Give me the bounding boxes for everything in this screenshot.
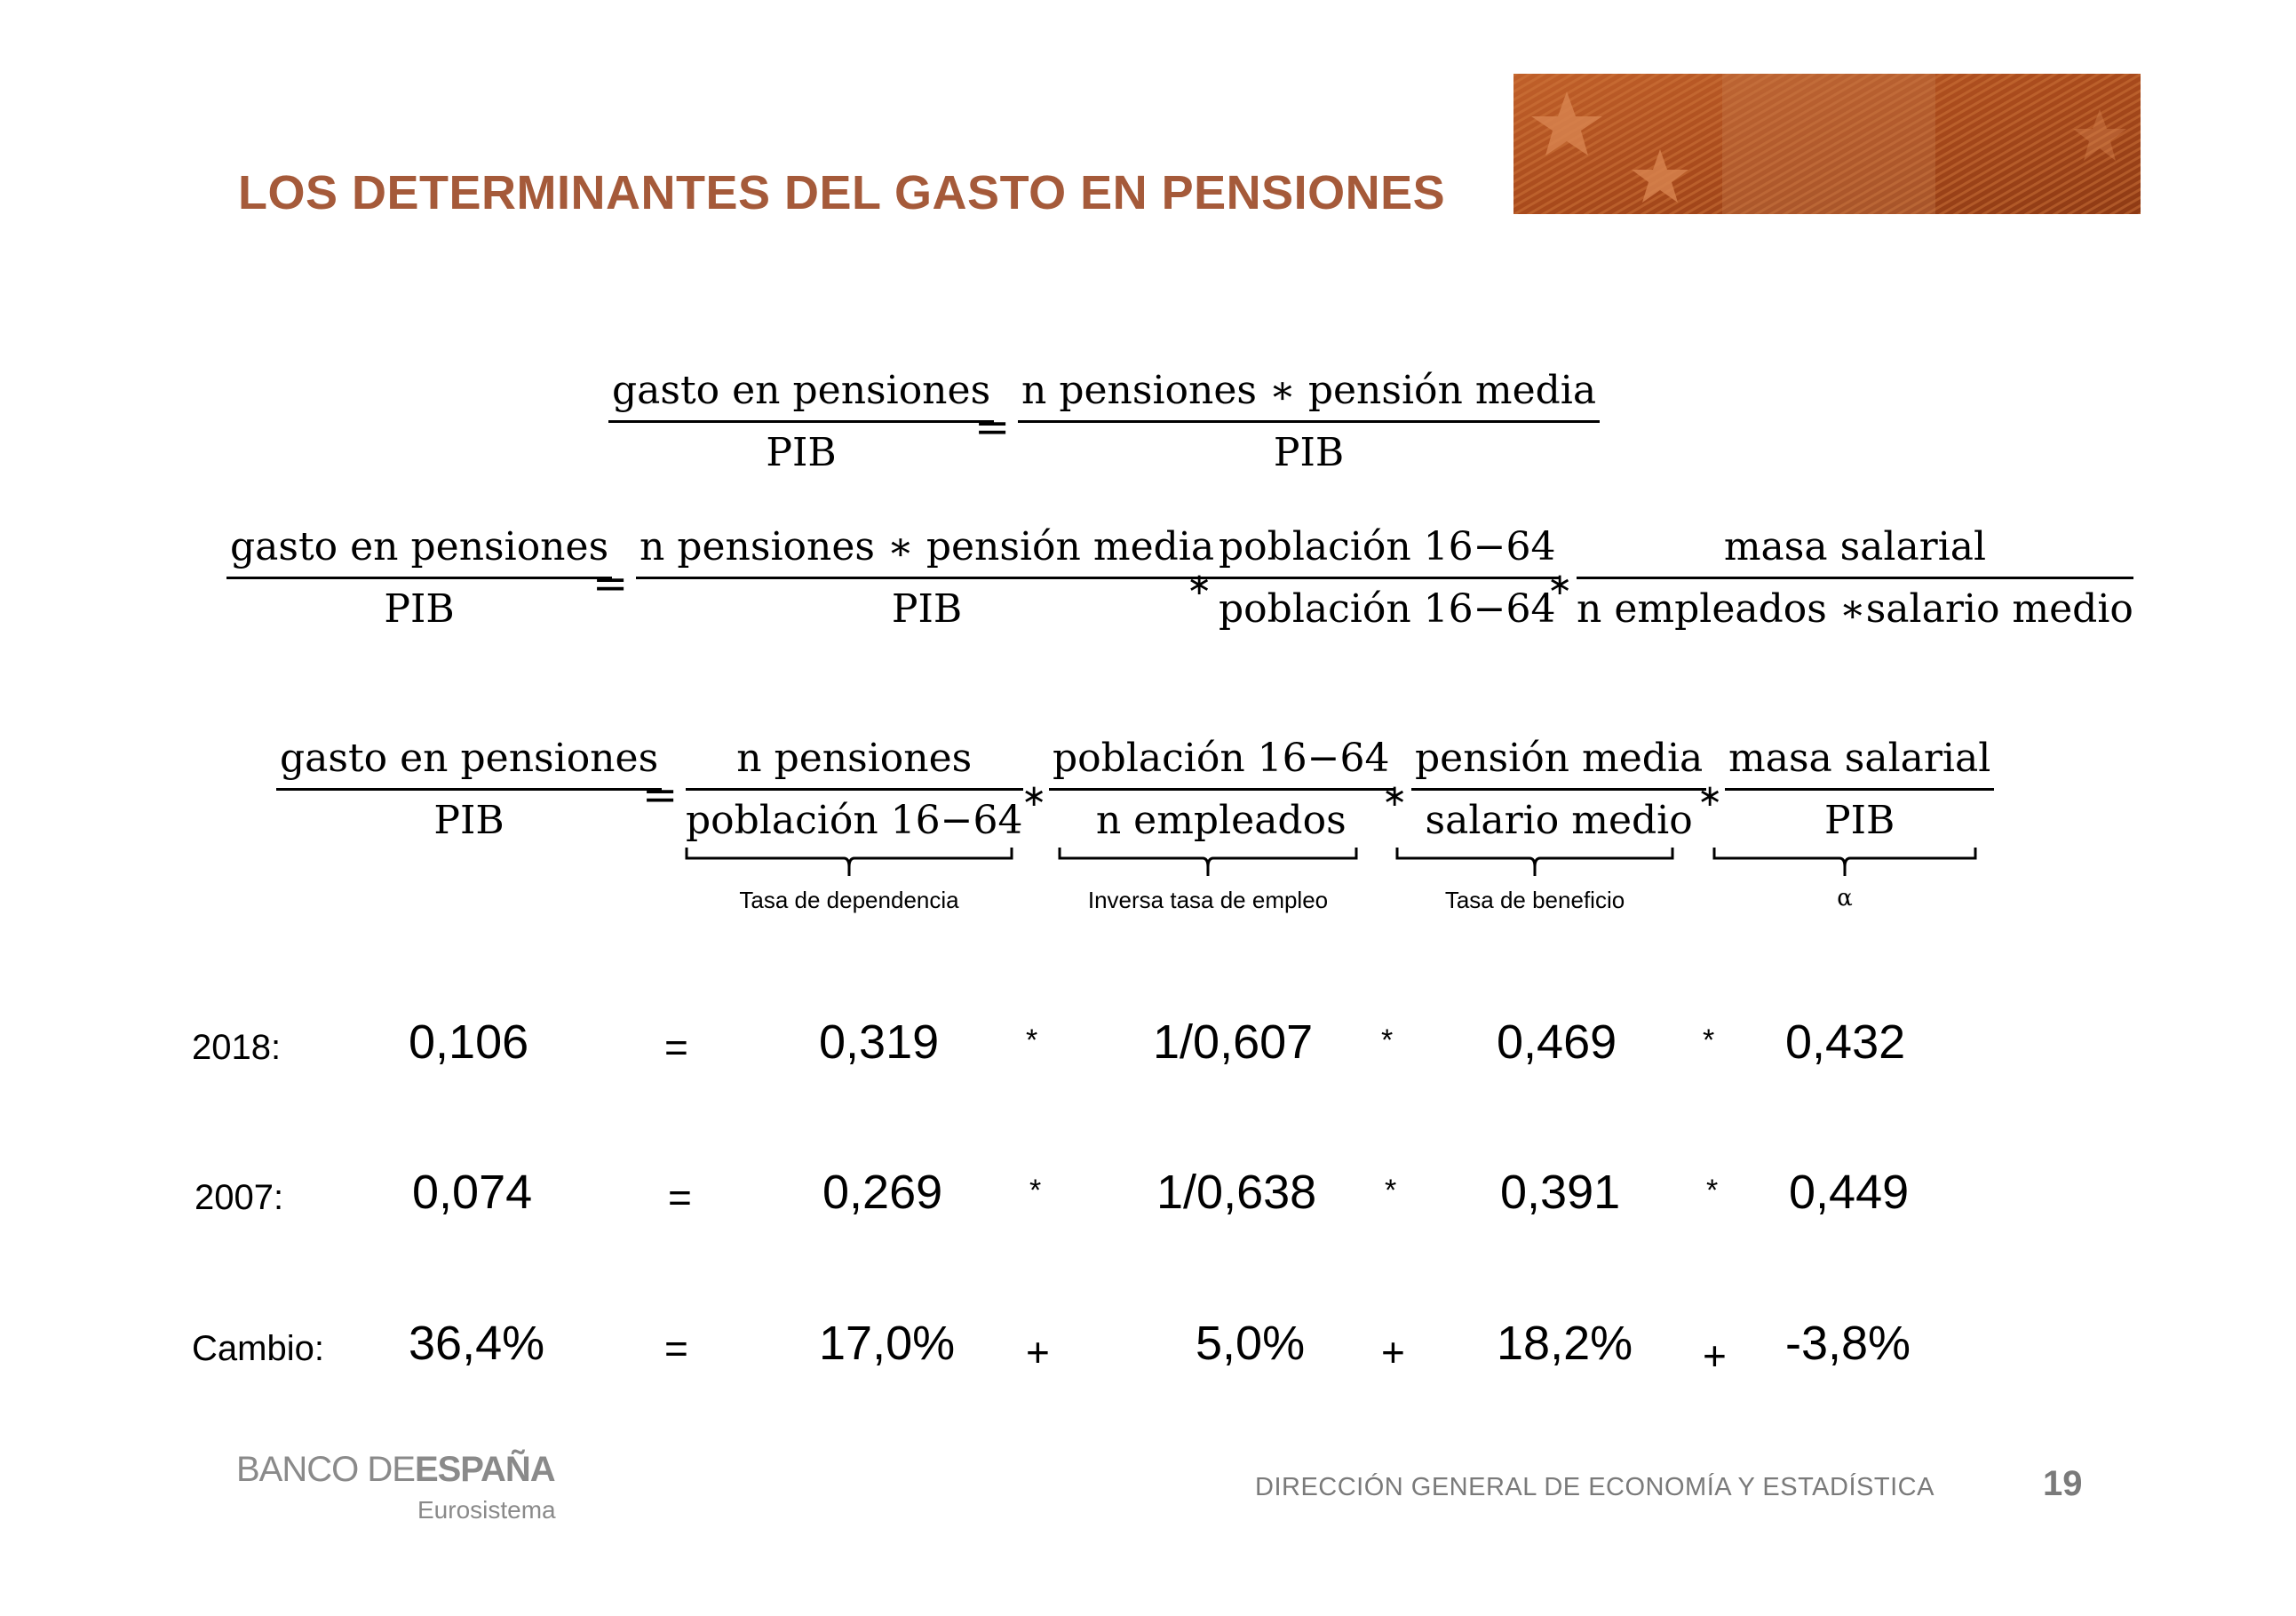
multiply-sign: ∗ (1547, 567, 1573, 602)
row-label: 2007: (195, 1178, 284, 1217)
eq3-fraction-3: población 16−64 n empleados (1049, 736, 1394, 843)
bank-logo-bold: ESPAÑA (414, 1450, 556, 1489)
label-inversa-tasa-empleo: Inversa tasa de empleo (1087, 887, 1329, 913)
fraction-denominator: población 16−64 (686, 798, 1023, 843)
fraction-numerator: gasto en pensiones (608, 368, 995, 423)
row-label: Cambio: (192, 1329, 324, 1368)
value-cell: 0,469 (1497, 1015, 1617, 1069)
eq3-fraction-4: pensión media salario medio (1411, 736, 1707, 843)
operator: = (664, 1024, 688, 1071)
fraction-denominator: PIB (766, 430, 837, 475)
fraction-denominator: salario medio (1425, 798, 1693, 843)
eq2-fraction-4: masa salarial n empleados ∗salario medio (1577, 524, 2133, 632)
bank-subtitle: Eurosistema (417, 1496, 556, 1524)
label-alpha: α (1837, 885, 1853, 911)
operator: * (1381, 1023, 1394, 1057)
value-cell: 18,2% (1497, 1317, 1633, 1370)
fraction-numerator: población 16−64 (1215, 524, 1560, 579)
fraction-denominator: PIB (891, 586, 963, 632)
operator: * (1029, 1174, 1042, 1207)
eq1-rhs-fraction: n pensiones ∗ pensión media PIB (1018, 368, 1601, 475)
eq3-fraction-2: n pensiones población 16−64 (686, 736, 1023, 843)
fraction-numerator: gasto en pensiones (226, 524, 613, 579)
fraction-denominator: PIB (384, 586, 455, 632)
value-cell: 0,319 (819, 1015, 940, 1069)
decorative-banner-image (1513, 74, 2141, 214)
value-cell: 0,269 (822, 1166, 943, 1219)
bank-logo: BANCO DEESPAÑA (236, 1450, 556, 1490)
eq3-fraction-1: gasto en pensiones PIB (276, 736, 663, 843)
fraction-numerator: masa salarial (1577, 524, 2133, 579)
operator: = (668, 1174, 692, 1221)
eq1-lhs-fraction: gasto en pensiones PIB (608, 368, 995, 475)
multiply-sign: ∗ (1382, 778, 1408, 814)
operator: + (1381, 1329, 1405, 1375)
eq3-fraction-5: masa salarial PIB (1725, 736, 1995, 843)
page-title: LOS DETERMINANTES DEL GASTO EN PENSIONES (238, 166, 1446, 219)
fraction-denominator: PIB (1823, 798, 1895, 843)
eq2-fraction-2: n pensiones ∗ pensión media PIB (636, 524, 1219, 632)
operator: * (1385, 1174, 1397, 1207)
operator: + (1026, 1329, 1050, 1375)
fraction-denominator: PIB (433, 798, 504, 843)
value-cell: 0,391 (1500, 1166, 1621, 1219)
page-number: 19 (2043, 1464, 2083, 1503)
multiply-sign: ∗ (1021, 778, 1047, 814)
footer-direction: DIRECCIÓN GENERAL DE ECONOMÍA Y ESTADÍST… (1255, 1473, 1935, 1501)
operator: + (1703, 1333, 1727, 1379)
star-icon (1531, 92, 1602, 155)
label-tasa-dependencia: Tasa de dependencia (739, 887, 959, 913)
fraction-numerator: n pensiones ∗ pensión media (636, 524, 1219, 579)
fraction-numerator: pensión media (1411, 736, 1707, 791)
fraction-denominator: n empleados ∗salario medio (1577, 586, 2133, 632)
value-cell: -3,8% (1785, 1317, 1911, 1370)
fraction-numerator: n pensiones (686, 736, 1023, 791)
value-cell: 17,0% (819, 1317, 956, 1370)
value-cell: 1/0,638 (1156, 1166, 1317, 1219)
multiply-sign: ∗ (1187, 567, 1212, 602)
underbrace-empleo (1058, 848, 1358, 876)
bank-logo-light: BANCO DE (236, 1450, 416, 1489)
fraction-denominator: población 16−64 (1219, 586, 1556, 632)
fraction-numerator: gasto en pensiones (276, 736, 663, 791)
value-cell: 1/0,607 (1153, 1015, 1314, 1069)
label-tasa-beneficio: Tasa de beneficio (1444, 887, 1625, 913)
eq2-fraction-1: gasto en pensiones PIB (226, 524, 613, 632)
fraction-numerator: n pensiones ∗ pensión media (1018, 368, 1601, 423)
value-cell: 36,4% (409, 1317, 545, 1370)
operator: * (1026, 1023, 1038, 1057)
value-cell: 0,074 (412, 1166, 533, 1219)
underbrace-alpha (1712, 848, 1977, 876)
equals-sign: = (592, 559, 629, 609)
star-icon (1632, 149, 1688, 203)
underbrace-beneficio (1395, 848, 1674, 876)
value-cell: 0,106 (409, 1015, 529, 1069)
fraction-numerator: población 16−64 (1049, 736, 1394, 791)
eq2-fraction-3: población 16−64 población 16−64 (1215, 524, 1560, 632)
fraction-denominator: PIB (1273, 430, 1345, 475)
value-cell: 5,0% (1196, 1317, 1306, 1370)
operator: * (1706, 1174, 1719, 1207)
fraction-numerator: masa salarial (1725, 736, 1995, 791)
row-label: 2018: (192, 1028, 282, 1067)
equals-sign: = (974, 402, 1011, 452)
operator: * (1703, 1023, 1715, 1057)
fraction-denominator: n empleados (1095, 798, 1347, 843)
value-cell: 0,432 (1785, 1015, 1906, 1069)
multiply-sign: ∗ (1697, 778, 1723, 814)
equals-sign: = (642, 770, 679, 820)
value-cell: 0,449 (1789, 1166, 1910, 1219)
operator: = (664, 1325, 688, 1372)
underbrace-dependencia (685, 848, 1013, 876)
